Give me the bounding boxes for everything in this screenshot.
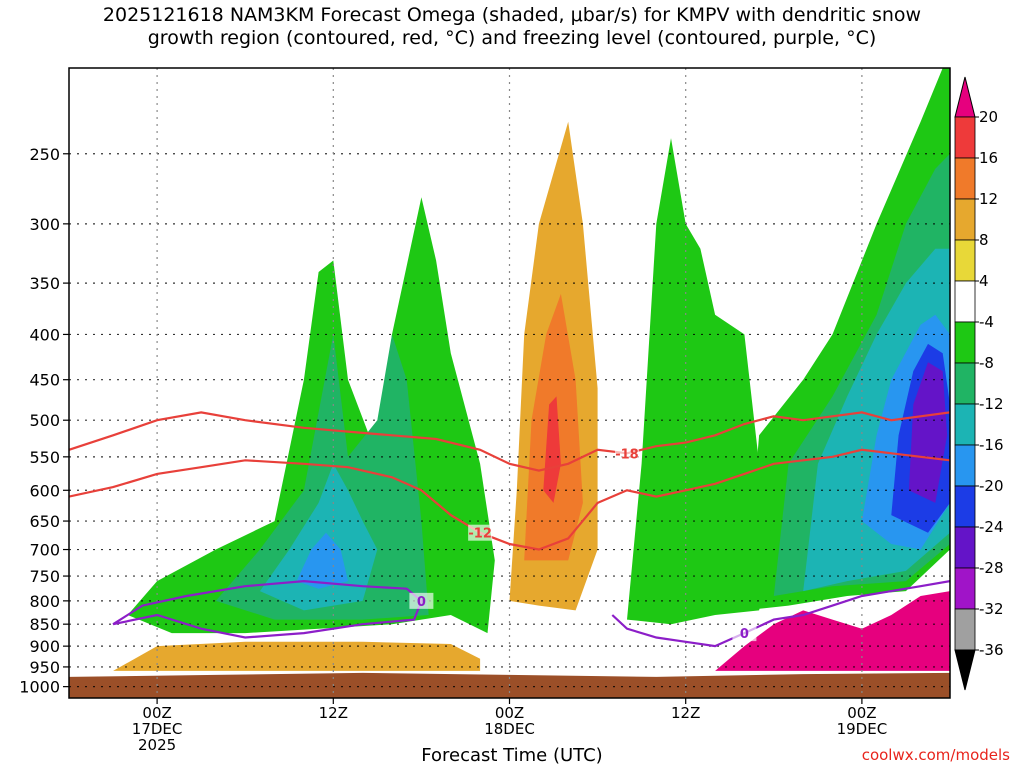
colorbar-band-8 [954,403,976,446]
colorbar-top-triangle [954,76,976,118]
chart-title: 2025121618 NAM3KM Forecast Omega (shaded… [102,4,922,49]
colorbar-label-9: -20 [979,477,1004,495]
x-tick-label-30-1: 18DEC [484,720,535,738]
colorbar-label-12: -32 [979,600,1004,618]
x-tick-label-30-0: 00Z [495,704,524,722]
isotherm-label-0: -18 [615,447,639,462]
omega-region-strong-ascent-east-peak [908,362,948,503]
grid-lines [69,68,950,698]
colorbar-label-13: -36 [979,641,1004,659]
y-tick-label-400: 400 [29,325,60,344]
colorbar-label-0: 20 [979,108,998,126]
omega-region-ascent-d17-12z-inner [259,463,378,611]
x-tick-label-54-1: 19DEC [837,720,888,738]
colorbar-label-7: -12 [979,395,1004,413]
colorbar-band-4 [954,239,976,282]
colorbar-label-5: -4 [979,313,994,331]
x-axis-label: Forecast Time (UTC) [421,745,603,766]
y-tick-label-600: 600 [29,481,60,500]
colorbar-band-13 [954,608,976,651]
colorbar-band-2 [954,157,976,200]
y-tick-label-800: 800 [29,592,60,611]
x-tick-label-42-0: 12Z [671,704,700,722]
colorbar: 20 16 12 8 4 -4 -8 -12 -16 -20 -24 -28 -32 -36 [954,76,1004,691]
y-axis-ticks: 250 300 350 400 450 500 550 600 650 700 750 800 850 9… [19,145,69,697]
isotherm-0 [69,411,950,472]
y-tick-label-650: 650 [29,512,60,531]
omega-shading [113,68,950,671]
y-tick-label-750: 750 [29,567,60,586]
x-tick-label-54-0: 00Z [847,704,876,722]
isotherm-3 [611,580,950,648]
omega-region-ascent-d18-12z [627,138,774,625]
colorbar-label-3: 8 [979,231,989,249]
x-tick-label-6-1: 17DEC [132,720,183,738]
isotherm-label-2: 0 [417,595,426,610]
colorbar-bottom-triangle [954,649,976,691]
colorbar-band-6 [954,321,976,364]
isotherm-label-bg-3 [732,625,757,642]
y-tick-label-450: 450 [29,371,60,390]
x-tick-label-6-2: 2025 [138,736,176,754]
colorbar-label-10: -24 [979,518,1004,536]
omega-region-ascent-d17-12z-max [296,532,348,589]
omega-region-low-level-descent-west [113,641,481,671]
colorbar-band-11 [954,526,976,569]
x-tick-label-18-0: 12Z [319,704,348,722]
colorbar-band-7 [954,362,976,405]
colorbar-band-9 [954,444,976,487]
isotherm-1 [69,448,950,551]
y-tick-label-500: 500 [29,411,60,430]
colorbar-band-3 [954,198,976,241]
colorbar-label-8: -16 [979,436,1004,454]
y-tick-label-250: 250 [29,145,60,164]
y-tick-label-850: 850 [29,615,60,634]
temperature-contours: -18 -12 0 0 [69,411,950,648]
colorbar-band-12 [954,567,976,610]
isotherm-label-3: 0 [740,627,749,642]
y-tick-label-350: 350 [29,274,60,293]
y-tick-label-700: 700 [29,541,60,560]
isotherm-label-bg-2 [409,592,434,609]
isotherm-label-1: -12 [468,527,492,542]
colorbar-band-1 [954,116,976,159]
y-tick-label-1000: 1000 [19,678,60,697]
omega-region-low-level-descent-east [715,591,950,671]
source-credit[interactable]: coolwx.com/models [861,746,1010,764]
omega-region-descent-d18-00z-max [543,396,561,503]
colorbar-band-5 [954,280,976,323]
colorbar-label-4: 4 [979,272,989,290]
y-tick-label-300: 300 [29,215,60,234]
colorbar-label-6: -8 [979,354,994,372]
colorbar-band-10 [954,485,976,528]
isotherm-label-bg-1 [468,524,493,541]
colorbar-label-2: 12 [979,190,998,208]
x-tick-label-6-0: 00Z [142,704,171,722]
y-tick-label-900: 900 [29,637,60,656]
isotherm-label-bg-0 [614,445,639,462]
colorbar-label-1: 16 [979,149,998,167]
colorbar-label-11: -28 [979,559,1004,577]
y-tick-label-950: 950 [29,658,60,677]
y-tick-label-550: 550 [29,448,60,467]
